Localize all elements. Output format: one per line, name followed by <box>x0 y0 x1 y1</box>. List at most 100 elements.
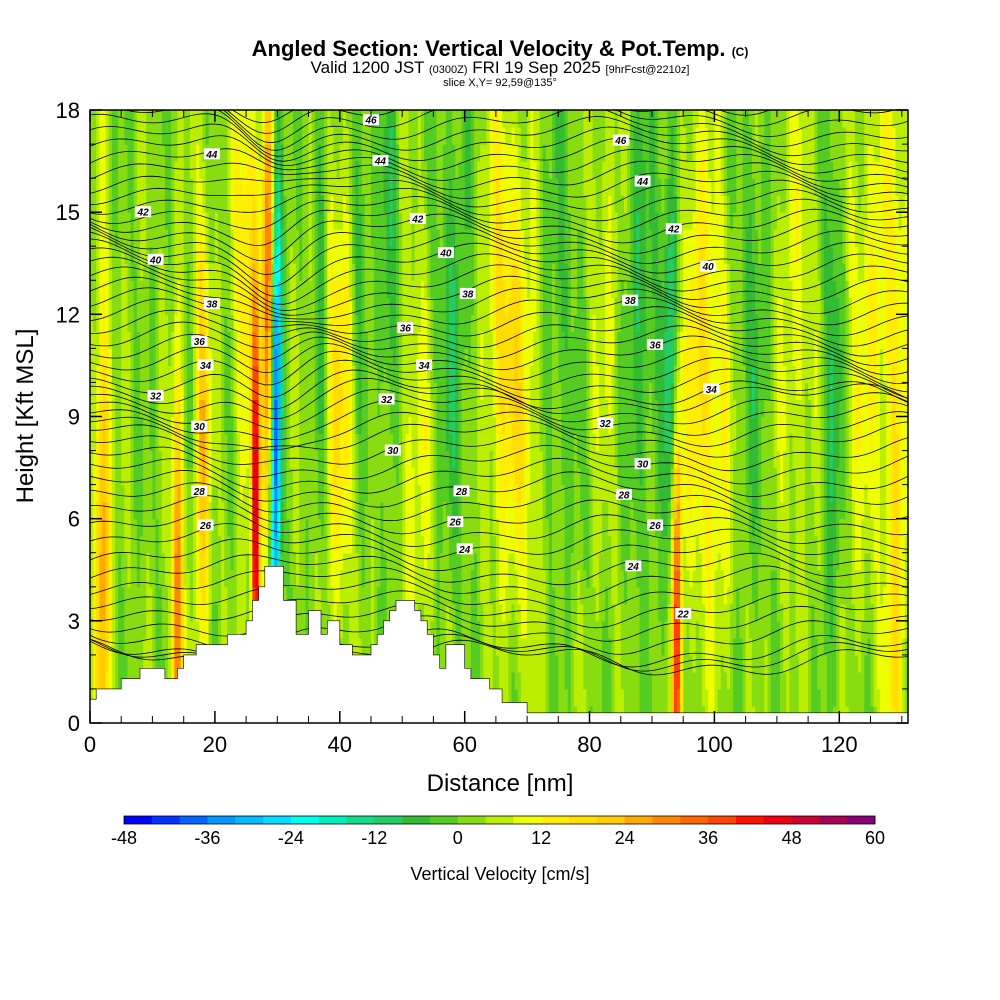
velocity-cell <box>271 246 275 264</box>
velocity-cell <box>186 161 191 179</box>
velocity-cell <box>374 603 378 622</box>
velocity-cell <box>255 229 260 247</box>
velocity-cell <box>352 467 356 486</box>
velocity-cell <box>399 263 403 281</box>
velocity-cell <box>430 212 435 230</box>
velocity-cell <box>202 263 207 281</box>
velocity-cell <box>370 450 375 469</box>
velocity-cell <box>383 399 388 418</box>
velocity-cell <box>242 212 247 230</box>
velocity-cell <box>296 501 300 520</box>
velocity-cell <box>230 314 235 332</box>
velocity-cell <box>417 144 422 162</box>
velocity-cell <box>305 416 310 435</box>
velocity-cell <box>430 450 435 469</box>
velocity-cell <box>130 433 135 452</box>
velocity-cell <box>324 552 328 571</box>
velocity-cell <box>124 314 129 332</box>
velocity-cell <box>367 297 372 315</box>
velocity-cell <box>417 501 422 520</box>
velocity-cell <box>255 195 260 213</box>
velocity-cell <box>442 144 447 162</box>
velocity-cell <box>130 263 135 281</box>
velocity-cell <box>305 212 310 230</box>
velocity-cell <box>417 450 422 469</box>
velocity-cell <box>174 620 179 639</box>
velocity-cell <box>352 382 356 401</box>
velocity-cell <box>258 280 263 298</box>
velocity-cell <box>327 144 331 162</box>
velocity-cell <box>417 246 422 264</box>
velocity-cell <box>417 348 422 367</box>
velocity-cell <box>383 127 388 145</box>
velocity-cell <box>90 178 94 196</box>
velocity-cell <box>389 161 394 179</box>
velocity-cell <box>436 127 441 145</box>
velocity-cell <box>242 365 247 384</box>
velocity-cell <box>324 399 328 418</box>
velocity-cell <box>149 212 154 230</box>
velocity-cell <box>296 195 300 213</box>
velocity-cell <box>246 212 250 230</box>
velocity-cell <box>402 433 406 452</box>
velocity-cell <box>289 280 294 298</box>
velocity-cell <box>180 552 185 571</box>
velocity-cell <box>339 620 344 639</box>
velocity-cell <box>93 569 97 588</box>
velocity-cell <box>308 229 313 247</box>
velocity-cell <box>364 586 369 605</box>
velocity-cell <box>161 518 166 537</box>
velocity-cell <box>445 178 450 196</box>
velocity-cell <box>168 467 172 486</box>
velocity-cell <box>186 603 191 622</box>
velocity-cell <box>224 229 228 247</box>
velocity-cell <box>189 144 194 162</box>
velocity-cell <box>149 433 154 452</box>
velocity-cell <box>114 671 119 690</box>
velocity-cell <box>367 586 372 605</box>
velocity-cell <box>302 348 307 367</box>
velocity-cell <box>261 416 266 435</box>
velocity-cell <box>399 246 403 264</box>
velocity-cell <box>255 127 260 145</box>
velocity-cell <box>174 195 179 213</box>
velocity-cell <box>199 501 203 520</box>
velocity-cell <box>242 586 247 605</box>
velocity-cell <box>414 331 419 349</box>
velocity-cell <box>236 433 241 452</box>
velocity-cell <box>314 382 319 401</box>
velocity-cell <box>189 433 194 452</box>
velocity-cell <box>430 178 435 196</box>
velocity-cell <box>255 399 260 418</box>
velocity-cell <box>436 484 441 503</box>
velocity-cell <box>246 501 250 520</box>
velocity-cell <box>189 603 194 622</box>
velocity-cell <box>289 229 294 247</box>
velocity-cell <box>264 212 269 230</box>
velocity-cell <box>218 212 222 230</box>
velocity-cell <box>114 365 119 384</box>
velocity-cell <box>93 144 97 162</box>
velocity-cell <box>330 467 335 486</box>
velocity-cell <box>358 331 363 349</box>
velocity-cell <box>314 195 319 213</box>
velocity-cell <box>367 246 372 264</box>
velocity-cell <box>392 586 397 605</box>
velocity-cell <box>136 365 141 384</box>
velocity-cell <box>199 382 203 401</box>
velocity-cell <box>370 399 375 418</box>
velocity-cell <box>239 484 244 503</box>
velocity-cell <box>367 229 372 247</box>
velocity-cell <box>177 178 182 196</box>
velocity-cell <box>339 263 344 281</box>
velocity-cell <box>239 450 244 469</box>
velocity-cell <box>130 654 135 673</box>
velocity-cell <box>352 280 356 298</box>
velocity-cell <box>445 161 450 179</box>
velocity-cell <box>221 314 225 332</box>
velocity-cell <box>177 365 182 384</box>
velocity-cell <box>211 195 216 213</box>
velocity-cell <box>370 569 375 588</box>
velocity-cell <box>136 144 141 162</box>
velocity-cell <box>317 212 322 230</box>
